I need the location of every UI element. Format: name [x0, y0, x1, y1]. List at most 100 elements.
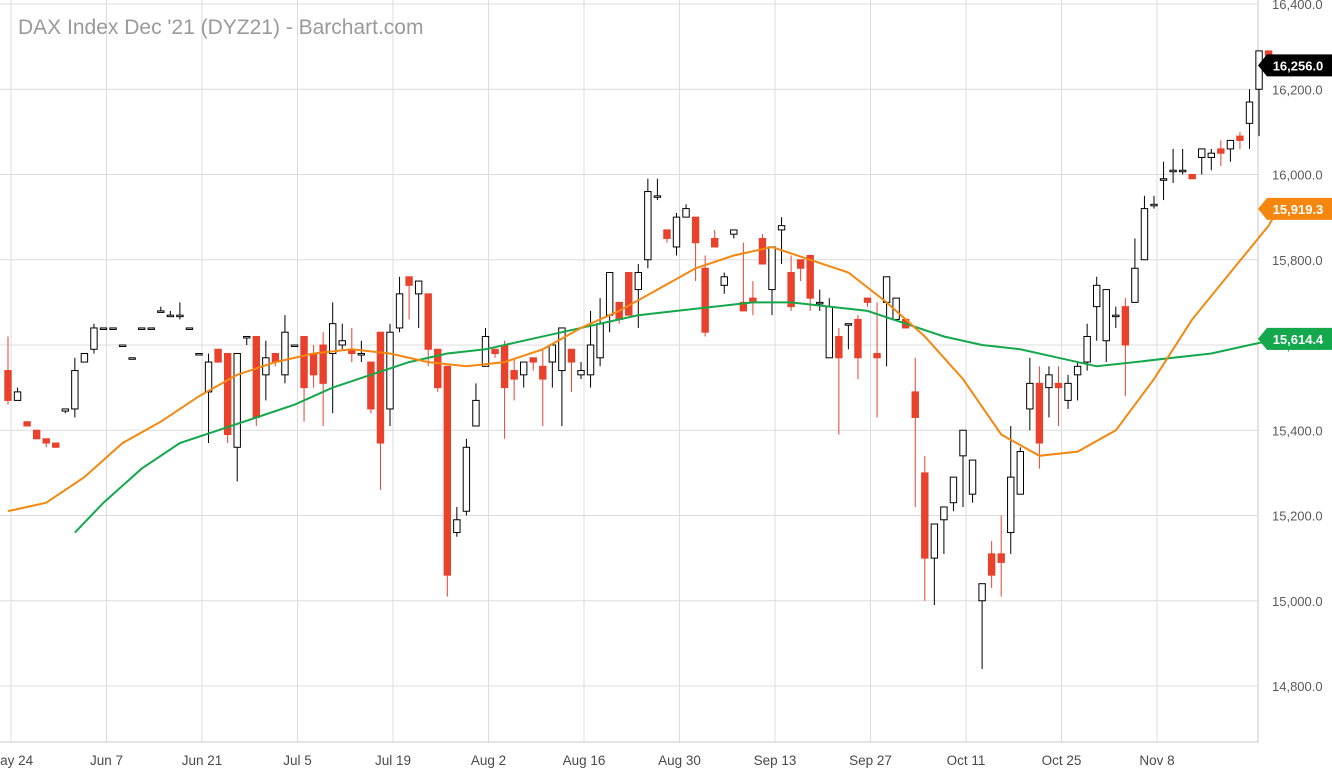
- candle[interactable]: [644, 178, 652, 269]
- candle[interactable]: [796, 259, 805, 282]
- candle[interactable]: [481, 327, 490, 367]
- candle[interactable]: [978, 583, 986, 669]
- candle[interactable]: [1112, 306, 1120, 328]
- candle[interactable]: [300, 335, 308, 422]
- candle[interactable]: [166, 310, 175, 318]
- candle[interactable]: [1207, 148, 1215, 171]
- candle[interactable]: [386, 323, 394, 426]
- candle[interactable]: [290, 344, 299, 347]
- candle[interactable]: [424, 293, 432, 367]
- candle[interactable]: [138, 327, 146, 330]
- candle[interactable]: [204, 353, 213, 444]
- candle[interactable]: [816, 289, 824, 311]
- candle[interactable]: [558, 327, 566, 426]
- candle[interactable]: [529, 357, 537, 371]
- candle[interactable]: [414, 280, 423, 328]
- candle[interactable]: [99, 327, 108, 330]
- candle[interactable]: [109, 327, 117, 330]
- candle[interactable]: [491, 348, 499, 358]
- candle[interactable]: [118, 344, 127, 347]
- candle[interactable]: [281, 315, 289, 384]
- candle[interactable]: [768, 246, 776, 316]
- candle[interactable]: [949, 476, 958, 512]
- candle[interactable]: [147, 327, 155, 330]
- candle[interactable]: [1026, 357, 1034, 431]
- candle[interactable]: [233, 353, 241, 482]
- candle[interactable]: [854, 315, 862, 380]
- candle[interactable]: [443, 365, 452, 597]
- candle[interactable]: [605, 272, 614, 333]
- candle[interactable]: [777, 217, 786, 265]
- candle[interactable]: [157, 306, 165, 313]
- candle[interactable]: [319, 332, 327, 426]
- candle[interactable]: [672, 212, 681, 256]
- candle[interactable]: [625, 272, 633, 316]
- candle[interactable]: [1140, 195, 1149, 261]
- candle[interactable]: [262, 340, 270, 401]
- candle[interactable]: [806, 254, 814, 311]
- candle[interactable]: [329, 302, 337, 414]
- candle[interactable]: [71, 357, 79, 418]
- candle[interactable]: [1073, 362, 1082, 401]
- candle[interactable]: [367, 361, 375, 414]
- candle[interactable]: [1169, 148, 1177, 184]
- candle[interactable]: [1178, 148, 1187, 175]
- candle[interactable]: [405, 276, 413, 320]
- candle[interactable]: [653, 178, 662, 201]
- candle[interactable]: [1131, 238, 1139, 303]
- candle[interactable]: [1083, 323, 1091, 371]
- candle[interactable]: [80, 353, 89, 363]
- candle[interactable]: [720, 272, 728, 294]
- candle[interactable]: [462, 438, 471, 516]
- candle[interactable]: [711, 229, 719, 248]
- candle[interactable]: [1150, 195, 1158, 209]
- candle[interactable]: [13, 387, 22, 401]
- candle[interactable]: [634, 264, 642, 328]
- candle[interactable]: [567, 348, 576, 392]
- candle[interactable]: [548, 344, 557, 388]
- candle[interactable]: [863, 297, 872, 307]
- candle[interactable]: [453, 506, 461, 537]
- candle[interactable]: [701, 255, 709, 337]
- candle[interactable]: [1102, 289, 1110, 363]
- candle[interactable]: [1016, 447, 1024, 495]
- candle[interactable]: [1007, 425, 1015, 554]
- candle[interactable]: [214, 348, 222, 363]
- candle[interactable]: [128, 357, 136, 360]
- candle[interactable]: [510, 357, 518, 401]
- candle[interactable]: [921, 455, 929, 601]
- candle[interactable]: [1035, 366, 1044, 469]
- candle[interactable]: [1093, 276, 1101, 341]
- candle[interactable]: [663, 229, 671, 243]
- candle[interactable]: [539, 349, 547, 426]
- candle[interactable]: [185, 327, 194, 330]
- candle[interactable]: [32, 429, 41, 440]
- candle[interactable]: [596, 298, 604, 367]
- candle[interactable]: [1217, 140, 1225, 166]
- candle[interactable]: [90, 323, 98, 354]
- candle[interactable]: [1054, 366, 1063, 426]
- candle[interactable]: [243, 335, 251, 345]
- candle[interactable]: [500, 340, 509, 439]
- candle[interactable]: [730, 229, 738, 239]
- candle[interactable]: [835, 327, 843, 435]
- candle[interactable]: [176, 302, 184, 320]
- candle[interactable]: [61, 408, 69, 414]
- candle[interactable]: [1198, 148, 1206, 175]
- candle[interactable]: [940, 506, 948, 554]
- candle[interactable]: [911, 357, 919, 507]
- candle[interactable]: [1226, 139, 1235, 162]
- candle[interactable]: [357, 340, 366, 363]
- candle[interactable]: [930, 523, 939, 606]
- candle[interactable]: [520, 361, 528, 388]
- candle[interactable]: [376, 331, 385, 490]
- candle[interactable]: [968, 459, 977, 503]
- candle[interactable]: [395, 276, 404, 333]
- candle[interactable]: [987, 541, 996, 588]
- candle[interactable]: [271, 353, 280, 367]
- candle[interactable]: [873, 302, 881, 418]
- candle[interactable]: [472, 383, 480, 427]
- candle[interactable]: [1159, 161, 1168, 201]
- candle[interactable]: [52, 442, 60, 448]
- candle[interactable]: [882, 276, 891, 367]
